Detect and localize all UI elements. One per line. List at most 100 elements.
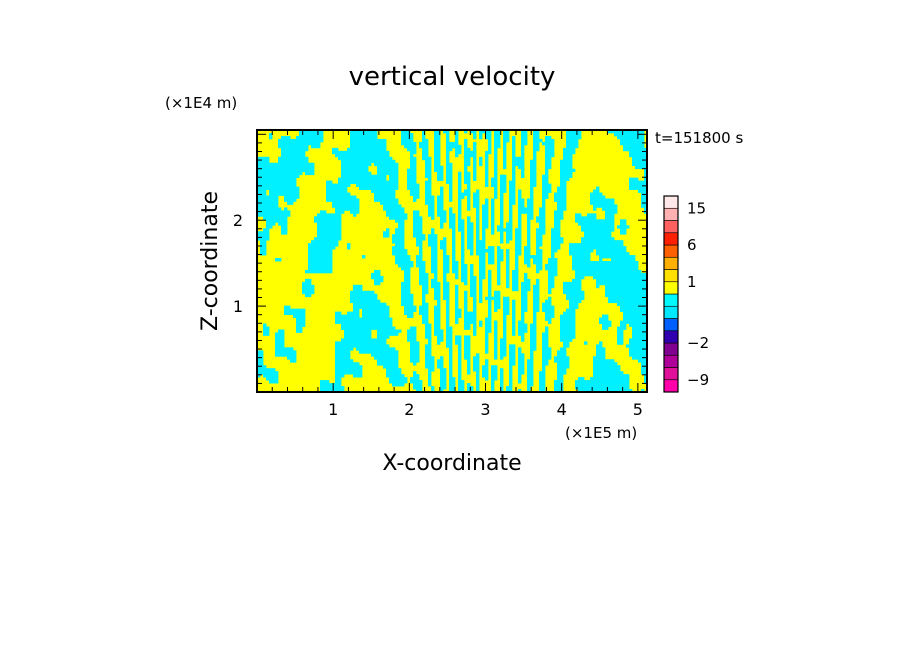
field-cell [434, 269, 438, 274]
field-cell [374, 347, 378, 351]
field-cell [473, 365, 477, 369]
field-cell [584, 234, 588, 238]
field-cell [326, 252, 330, 256]
field-cell [515, 228, 519, 232]
field-cell [374, 275, 378, 280]
field-cell [641, 198, 645, 202]
field-cell [569, 281, 573, 286]
field-cell [617, 263, 621, 268]
field-cell [434, 272, 438, 277]
field-cell [608, 243, 612, 247]
field-cell [452, 389, 456, 392]
field-cell [632, 329, 636, 333]
field-cell [392, 174, 396, 179]
field-cell [590, 219, 594, 223]
field-cell [542, 362, 546, 366]
field-cell [605, 252, 609, 256]
field-cell [599, 228, 603, 232]
field-cell [482, 204, 486, 208]
field-cell [620, 281, 624, 286]
field-cell [638, 341, 642, 345]
field-cell [278, 192, 282, 196]
field-cell [467, 189, 471, 193]
field-cell [338, 383, 342, 387]
field-cell [419, 219, 423, 223]
field-cell [563, 311, 567, 315]
field-cell [299, 141, 303, 146]
field-cell [635, 308, 639, 313]
field-cell [332, 231, 336, 235]
field-cell [635, 326, 639, 330]
field-cell [401, 377, 405, 381]
field-cell [584, 383, 588, 387]
field-cell [335, 341, 339, 345]
field-cell [431, 359, 435, 363]
field-cell [419, 144, 423, 149]
field-cell [473, 305, 477, 310]
field-cell [410, 186, 414, 190]
field-cell [530, 359, 534, 363]
field-cell [518, 377, 522, 381]
field-cell [623, 317, 627, 321]
field-cell [407, 147, 411, 152]
field-cell [419, 278, 423, 283]
field-cell [530, 335, 534, 339]
field-cell [440, 216, 444, 220]
field-cell [479, 130, 483, 134]
field-cell [482, 249, 486, 253]
field-cell [335, 380, 339, 384]
field-cell [296, 189, 300, 193]
field-cell [485, 377, 489, 381]
field-cell [644, 359, 647, 363]
field-cell [404, 296, 408, 301]
field-cell [497, 228, 501, 232]
field-cell [326, 389, 330, 392]
field-cell [638, 320, 642, 324]
field-cell [581, 225, 585, 229]
field-cell [305, 141, 309, 146]
field-cell [263, 213, 267, 217]
field-cell [599, 249, 603, 253]
field-cell [284, 183, 288, 187]
field-cell [281, 332, 285, 336]
field-cell [524, 210, 528, 214]
field-cell [602, 281, 606, 286]
field-cell [362, 293, 366, 298]
field-cell [341, 314, 345, 318]
field-cell [569, 311, 573, 315]
field-cell [443, 266, 447, 271]
field-cell [545, 350, 549, 354]
field-cell [281, 186, 285, 190]
field-cell [554, 195, 558, 199]
field-cell [548, 317, 552, 321]
field-cell [410, 141, 414, 146]
field-cell [521, 130, 525, 134]
field-cell [380, 165, 384, 170]
field-cell [467, 320, 471, 324]
field-cell [359, 329, 363, 333]
field-cell [440, 213, 444, 217]
field-cell [257, 204, 261, 208]
field-cell [641, 156, 645, 161]
field-cell [599, 353, 603, 357]
field-cell [524, 246, 528, 250]
field-cell [533, 258, 537, 262]
field-cell [638, 329, 642, 333]
field-cell [314, 141, 318, 146]
field-cell [380, 156, 384, 161]
field-cell [569, 314, 573, 318]
field-cell [497, 246, 501, 250]
field-cell [626, 266, 630, 271]
field-cell [290, 171, 294, 176]
field-cell [512, 141, 516, 146]
field-cell [362, 150, 366, 155]
field-cell [530, 186, 534, 190]
field-cell [524, 290, 528, 295]
field-cell [638, 356, 642, 360]
field-cell [608, 198, 612, 202]
field-cell [263, 234, 267, 238]
field-cell [377, 302, 381, 307]
field-cell [428, 326, 432, 330]
field-cell [482, 216, 486, 220]
field-cell [638, 293, 642, 298]
